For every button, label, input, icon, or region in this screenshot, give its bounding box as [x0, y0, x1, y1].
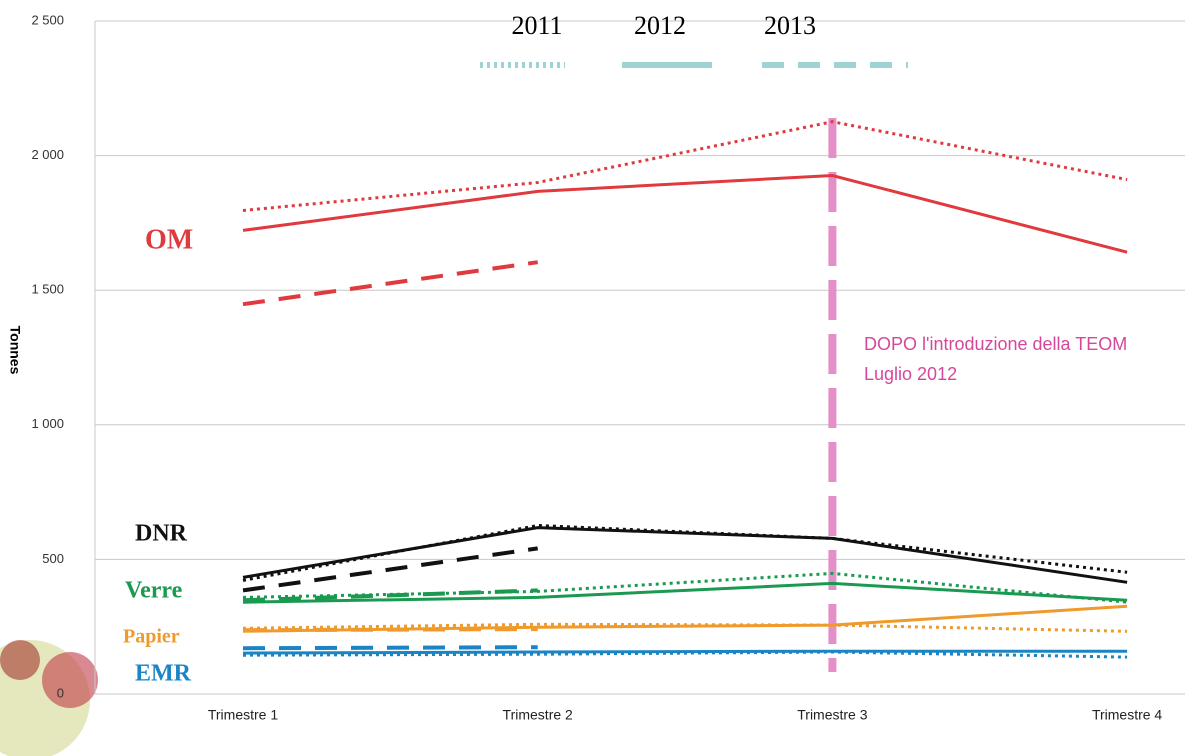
series-line [242, 546, 538, 593]
y-tick-label: 1 000 [31, 416, 64, 431]
legend-label: 2013 [764, 11, 816, 40]
legend-label: 2011 [511, 11, 562, 40]
group-label: EMR [135, 661, 192, 687]
series-line [242, 645, 538, 651]
group-label: Verre [125, 578, 183, 604]
series-line [242, 627, 538, 633]
series-line [242, 571, 1128, 604]
annotation-text: Luglio 2012 [864, 364, 957, 384]
series-line [242, 581, 1128, 604]
y-tick-label: 2 500 [31, 12, 64, 27]
y-axis-label: Tonnes [7, 326, 23, 375]
x-tick-label: Trimestre 4 [1092, 707, 1162, 723]
annotation-text: DOPO l'introduzione della TEOM [864, 334, 1127, 354]
series-line [242, 260, 538, 307]
group-label: OM [145, 224, 193, 255]
y-tick-label: 500 [42, 551, 64, 566]
x-tick-label: Trimestre 1 [208, 707, 278, 723]
x-tick-label: Trimestre 2 [503, 707, 573, 723]
photo-decoration [0, 640, 40, 680]
series-line [242, 649, 1128, 655]
y-tick-label: 2 000 [31, 147, 64, 162]
group-label: DNR [135, 521, 188, 547]
photo-decoration [42, 652, 98, 708]
series-line [242, 173, 1128, 254]
series-line [242, 588, 538, 603]
group-label: Papier [123, 626, 180, 648]
series-line [242, 526, 1128, 584]
x-tick-label: Trimestre 3 [797, 707, 867, 723]
series-line [242, 120, 1128, 212]
y-tick-label: 0 [57, 685, 64, 700]
legend-label: 2012 [634, 11, 686, 40]
y-tick-label: 1 500 [31, 282, 64, 297]
